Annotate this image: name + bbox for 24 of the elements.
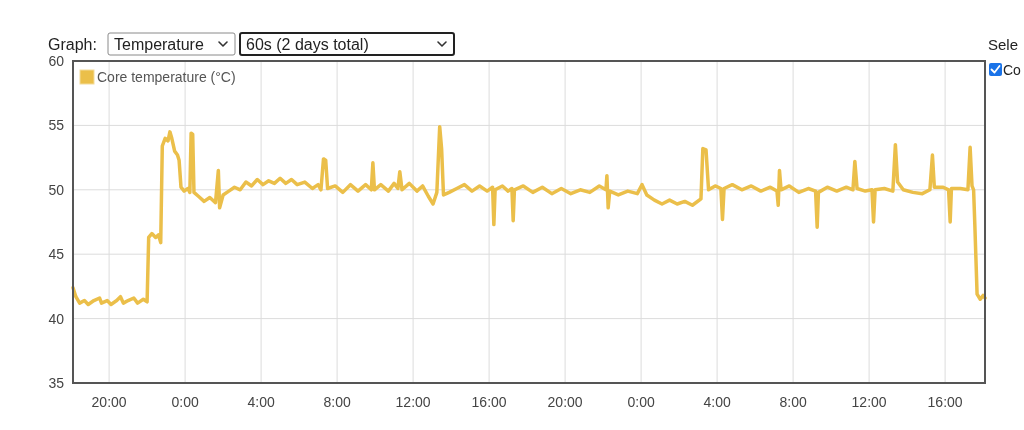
- y-tick-label: 55: [48, 117, 65, 134]
- x-tick-label: 0:00: [627, 394, 655, 410]
- y-tick-label: 45: [48, 246, 65, 263]
- x-tick-label: 12:00: [851, 394, 887, 410]
- text: Sele: [988, 36, 1019, 53]
- x-tick-label: 4:00: [247, 394, 275, 410]
- x-tick-label: 8:00: [779, 394, 807, 410]
- y-tick-label: 60: [48, 52, 65, 69]
- legend-label: Core temperature (°C): [97, 69, 236, 85]
- dropdown: 60s (2 days total): [239, 32, 455, 56]
- y-tick-label: 40: [48, 310, 65, 327]
- x-tick-label: 4:00: [703, 394, 731, 410]
- x-tick-label: 16:00: [471, 394, 507, 410]
- y-tick-label: 35: [48, 374, 65, 391]
- x-tick-label: 12:00: [395, 394, 431, 410]
- text: Co: [1003, 62, 1022, 78]
- x-tick-label: 16:00: [927, 394, 963, 410]
- x-tick-label: 0:00: [171, 394, 199, 410]
- x-tick-label: 8:00: [323, 394, 351, 410]
- text: Graph:: [48, 36, 97, 53]
- x-tick-label: 20:00: [547, 394, 583, 410]
- dropdown: Temperature: [107, 32, 236, 56]
- y-tick-label: 50: [48, 181, 65, 198]
- x-tick-label: 20:00: [91, 394, 127, 410]
